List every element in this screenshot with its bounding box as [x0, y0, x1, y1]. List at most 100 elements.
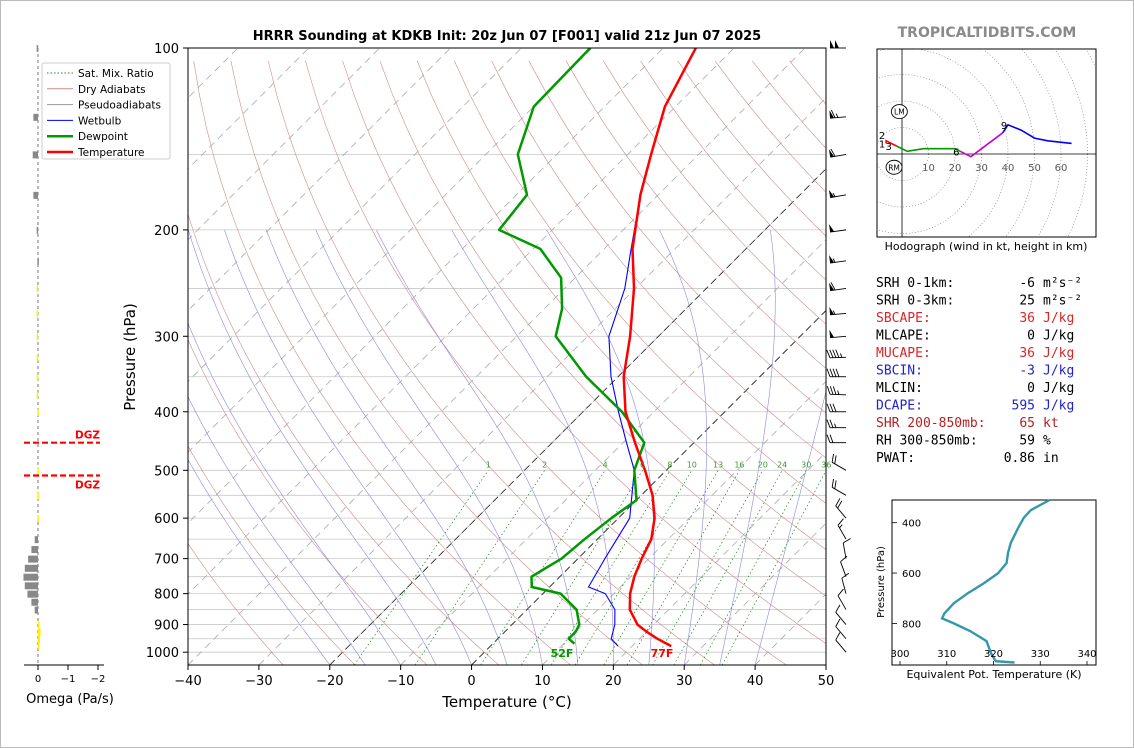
isotherm-minus20: [329, 168, 826, 665]
wind-barb: [828, 189, 847, 199]
wind-barb-full: [837, 500, 843, 509]
wind-barb-full: [826, 349, 831, 359]
wind-barb: [826, 419, 846, 429]
temperature-ticks: −40 −30 −20 −10 0 10 20 30 40 50: [174, 665, 834, 689]
omega-bar: [37, 515, 39, 523]
index-label: SRH 0-3km:: [876, 294, 954, 309]
dry-adiabat: [193, 60, 571, 665]
dry-adiabat: [342, 60, 826, 644]
wind-barb-staff: [835, 639, 847, 653]
hodograph-tick-label: 50: [1028, 163, 1041, 174]
hodograph-height-label: 3: [886, 142, 892, 153]
pressure-tick-label: 700: [154, 553, 179, 568]
temperature-tick-label: 20: [605, 674, 622, 689]
wind-barb-full: [829, 403, 834, 412]
moist-adiabat: [188, 322, 401, 665]
temperature-axis-label: Temperature (°C): [441, 693, 571, 711]
wind-barb: [826, 368, 846, 378]
mixing-ratio-line: [574, 470, 693, 665]
index-value: 0: [1027, 329, 1035, 344]
legend-label: Dry Adiabats: [78, 84, 146, 96]
wind-barb-full: [832, 368, 837, 377]
wind-barb-full: [829, 419, 834, 428]
wind-barb-full: [834, 455, 837, 464]
moist-adiabat: [188, 396, 366, 665]
omega-bar: [33, 191, 38, 199]
index-unit: m²s⁻²: [1043, 294, 1082, 309]
index-value: 36: [1019, 311, 1035, 326]
wind-barb-staff: [831, 486, 847, 496]
wind-barb-flag: [829, 255, 835, 264]
omega-bar: [32, 151, 38, 159]
omega-ticks: 0 −1 −2: [35, 665, 105, 685]
wind-barb-full: [829, 386, 834, 395]
omega-bar: [34, 536, 38, 544]
wind-barb-staff: [841, 578, 847, 594]
hodograph-tick-label: 40: [1002, 163, 1015, 174]
hodograph-marker-label: RM: [888, 163, 900, 172]
wind-barb-staff: [835, 505, 847, 519]
chart-title: HRRR Sounding at KDKB Init: 20z Jun 07 […: [253, 29, 761, 44]
mixing-ratio-label: 6: [640, 460, 645, 469]
wind-barb-half: [839, 353, 843, 358]
thetae-xtick-label: 320: [984, 649, 1003, 660]
wind-barb-full: [835, 498, 841, 507]
mixing-ratio-label: 16: [734, 460, 744, 469]
watermark: TROPICALTIDBITS.COM: [898, 25, 1077, 41]
thetae-ticks: 300 310 320 330 340 400 600 800: [890, 519, 1097, 665]
hodograph-height-label: 6: [953, 147, 959, 158]
thetae-xtick-label: 310: [937, 649, 956, 660]
omega-bar: [38, 621, 40, 629]
temperature-tick-label: −30: [245, 674, 272, 689]
hodograph-caption: Hodograph (wind in kt, height in km): [885, 240, 1088, 253]
wind-barb: [831, 478, 847, 496]
mixing-ratio-line: [480, 470, 606, 665]
index-value: 0.86: [1004, 451, 1035, 466]
wind-barbs: [826, 40, 851, 653]
wind-barb-staff: [837, 595, 847, 610]
wind-barb-full: [842, 538, 851, 544]
pressure-tick-label: 100: [154, 42, 179, 57]
moist-adiabat: [188, 459, 331, 665]
moist-adiabat: [188, 229, 437, 665]
index-value: 25: [1019, 294, 1035, 309]
wind-barb: [829, 306, 847, 316]
thetae-ytick-label: 400: [902, 519, 921, 530]
wind-barb-full: [835, 349, 840, 358]
hodograph-tick-label: 10: [922, 163, 935, 174]
wind-barb: [840, 555, 848, 577]
wind-barb-staff: [837, 525, 847, 540]
isotherm-line: [613, 451, 826, 665]
thetae-xtick-label: 330: [1031, 649, 1050, 660]
mixing-ratio-lines: [353, 470, 826, 665]
wind-barb: [829, 282, 847, 292]
index-value: 595: [1012, 399, 1035, 414]
mixing-ratio-label: 30: [801, 460, 811, 469]
omega-bar: [37, 492, 39, 500]
isotherm-line: [188, 48, 664, 524]
wind-barb: [826, 434, 846, 444]
dry-adiabat: [188, 213, 499, 665]
dry-adiabat: [603, 60, 826, 325]
wind-barb-staff: [835, 612, 847, 625]
omega-bar: [36, 354, 39, 362]
mixing-ratio-label: 13: [713, 460, 723, 469]
hodograph-marker-label: LM: [894, 108, 905, 117]
hodograph-tick-label: 20: [949, 163, 962, 174]
wind-barb: [829, 329, 847, 339]
mixing-ratio-line: [673, 470, 783, 665]
wind-barb-full: [826, 434, 831, 443]
omega-bar: [36, 45, 39, 52]
pressure-tick-label: 800: [154, 588, 179, 603]
wind-barb-flag: [830, 40, 834, 48]
index-label: SHR 200-850mb:: [876, 416, 986, 431]
wind-barb-full: [829, 368, 834, 377]
dry-adiabat: [379, 60, 826, 597]
thetae-line: [940, 498, 1051, 664]
wind-barb-staff: [840, 561, 847, 577]
index-unit: kt: [1043, 416, 1059, 431]
temperature-line: [622, 48, 697, 648]
hodograph-segment: [896, 145, 961, 153]
mixing-ratio-line: [353, 470, 489, 665]
wind-barb-staff: [831, 461, 847, 471]
